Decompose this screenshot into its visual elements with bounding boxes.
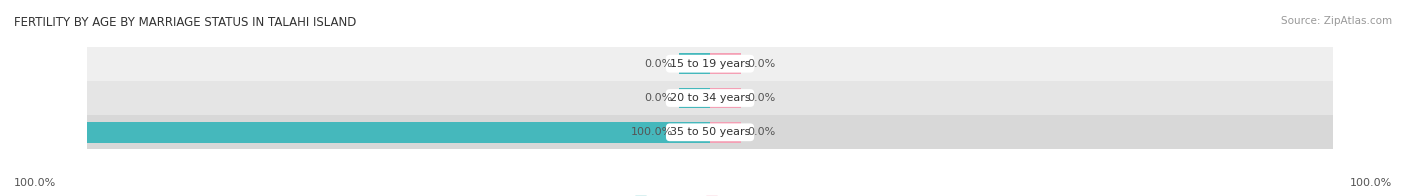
Bar — [679, 54, 710, 74]
Text: 0.0%: 0.0% — [748, 127, 776, 137]
Text: 0.0%: 0.0% — [748, 59, 776, 69]
Bar — [87, 115, 1333, 150]
Bar — [710, 54, 741, 74]
Bar — [87, 81, 1333, 115]
Text: 0.0%: 0.0% — [644, 59, 672, 69]
Bar — [87, 47, 1333, 81]
Bar — [710, 122, 741, 143]
Bar — [679, 88, 710, 108]
Bar — [87, 122, 710, 143]
Text: 100.0%: 100.0% — [1350, 178, 1392, 188]
Legend: Married, Unmarried: Married, Unmarried — [630, 192, 790, 196]
Text: FERTILITY BY AGE BY MARRIAGE STATUS IN TALAHI ISLAND: FERTILITY BY AGE BY MARRIAGE STATUS IN T… — [14, 16, 357, 29]
Text: 0.0%: 0.0% — [644, 93, 672, 103]
Text: Source: ZipAtlas.com: Source: ZipAtlas.com — [1281, 16, 1392, 26]
Bar — [710, 88, 741, 108]
Text: 20 to 34 years: 20 to 34 years — [669, 93, 751, 103]
Text: 15 to 19 years: 15 to 19 years — [669, 59, 751, 69]
Text: 35 to 50 years: 35 to 50 years — [669, 127, 751, 137]
Text: 100.0%: 100.0% — [14, 178, 56, 188]
Text: 100.0%: 100.0% — [630, 127, 672, 137]
Text: 0.0%: 0.0% — [748, 93, 776, 103]
